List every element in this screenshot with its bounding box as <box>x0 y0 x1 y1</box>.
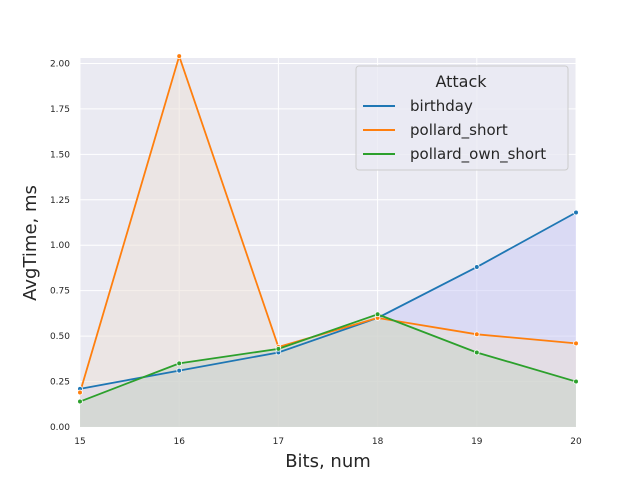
data-point-birthday <box>176 367 183 374</box>
series-line-pollard_own_short <box>79 313 577 403</box>
x-tick-label: 15 <box>74 437 85 447</box>
y-tick-label: 2.00 <box>50 59 70 69</box>
legend-label-birthday: birthday <box>410 97 473 115</box>
legend: Attack birthday pollard_short pollard_own_… <box>355 65 569 171</box>
x-tick-label: 16 <box>173 437 185 447</box>
data-point-pollard_own_short <box>374 311 381 318</box>
data-point-pollard_own_short <box>77 398 83 405</box>
data-point-birthday <box>473 264 480 270</box>
data-point-pollard_own_short <box>473 349 480 356</box>
area-fill-pollard_short <box>80 56 576 428</box>
series-line-birthday <box>79 211 577 390</box>
data-point-birthday <box>573 209 579 216</box>
data-point-pollard_short <box>176 53 183 59</box>
data-point-pollard_short <box>573 340 579 347</box>
legend-box <box>355 65 569 171</box>
y-tick-label: 1.50 <box>50 150 70 160</box>
x-tick-label: 18 <box>372 437 384 447</box>
legend-items: birthday pollard_short pollard_own_short <box>363 97 546 164</box>
legend-label-pollard_short: pollard_short <box>410 121 508 140</box>
data-point-pollard_short <box>77 389 83 396</box>
x-tick-labels: 15 16 17 18 19 20 <box>74 437 582 447</box>
x-tick-label: 17 <box>273 437 284 447</box>
y-axis-label: AvgTime, ms <box>20 185 41 301</box>
legend-title: Attack <box>435 72 487 91</box>
legend-label-pollard_own_short: pollard_own_short <box>410 145 546 164</box>
area-fills <box>80 56 576 428</box>
y-tick-labels: 0.00 0.25 0.50 0.75 1.00 1.25 1.50 1.75 2.00 <box>50 59 70 433</box>
y-tick-label: 0.25 <box>50 378 70 388</box>
y-tick-label: 0.50 <box>50 332 70 342</box>
series-lines <box>79 53 577 403</box>
data-point-pollard_short <box>473 331 480 338</box>
x-tick-label: 20 <box>570 437 582 447</box>
y-tick-label: 0.00 <box>50 423 70 433</box>
y-tick-label: 0.75 <box>50 287 70 297</box>
data-point-pollard_own_short <box>176 360 183 367</box>
data-point-pollard_own_short <box>573 378 579 385</box>
x-tick-label: 19 <box>471 437 483 447</box>
y-tick-label: 1.25 <box>50 196 70 206</box>
y-tick-label: 1.75 <box>50 105 70 115</box>
data-point-pollard_own_short <box>275 346 282 352</box>
x-axis-label: Bits, num <box>285 451 371 472</box>
series-markers <box>77 53 579 405</box>
y-tick-label: 1.00 <box>50 241 70 251</box>
area-fill-pollard_own_short <box>80 314 576 427</box>
